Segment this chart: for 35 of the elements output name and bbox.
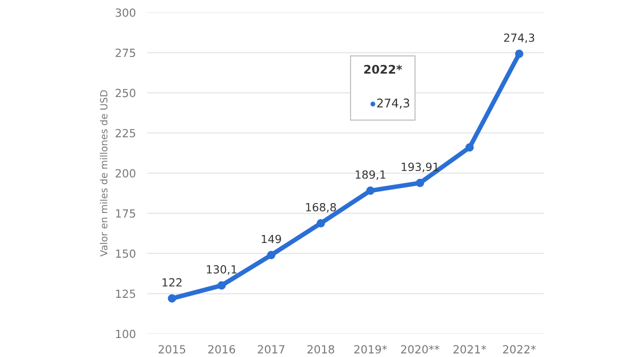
point	[366, 186, 375, 195]
y-axis-title: Valor en miles de millones de USD	[100, 90, 108, 257]
data-label: 130,1	[206, 265, 236, 275]
point	[217, 281, 226, 290]
point	[465, 143, 474, 152]
data-label: 274,3	[504, 34, 534, 44]
annotation: 2022*	[364, 64, 402, 74]
y-tick-label: 250	[116, 88, 136, 98]
point	[168, 294, 176, 303]
x-tick-label: 2022*	[503, 345, 536, 354]
x-tick-label: 2016	[208, 345, 236, 354]
y-tick-label: 175	[116, 209, 136, 218]
y-tick-label: 150	[116, 249, 136, 258]
x-tick-label: 2020**	[401, 345, 440, 354]
data-label: 149	[262, 234, 282, 244]
x-tick-label: 2021*	[454, 345, 486, 354]
x-tick-label: 2015	[158, 345, 186, 354]
x-tick-label: 2019*	[354, 345, 387, 354]
y-tick-label: 300	[116, 8, 136, 17]
point	[416, 178, 424, 188]
annotation: 274,3	[377, 98, 410, 109]
x-tick-label: 2017	[258, 345, 284, 354]
y-tick-label: 225	[116, 128, 136, 138]
data-label: 168,8	[306, 202, 336, 213]
data-label: 193,91	[402, 162, 438, 172]
y-tick-label: 125	[116, 290, 136, 298]
y-tick-label: 200	[116, 169, 136, 178]
data-label: 189,1	[356, 170, 386, 180]
point	[267, 250, 276, 260]
point	[316, 219, 325, 228]
x-tick-label: 2018	[307, 345, 334, 354]
y-tick-label: 275	[116, 48, 136, 58]
data-label: 122	[162, 278, 182, 286]
y-tick-label: 100	[116, 330, 136, 338]
point	[515, 50, 524, 58]
